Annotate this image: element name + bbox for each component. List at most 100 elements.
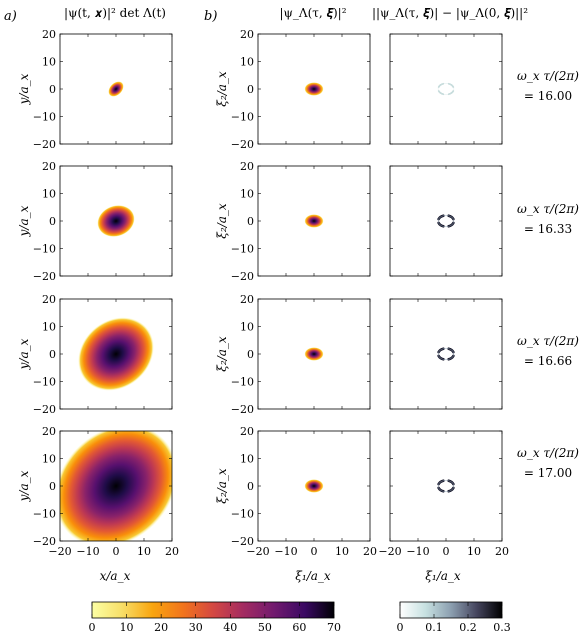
- row-label-line1: ω_x τ/(2π): [517, 202, 579, 216]
- y-tick-label: −10: [231, 508, 254, 521]
- y-tick-label: 10: [240, 453, 254, 466]
- density-blob: [78, 317, 154, 391]
- y-tick-label: −20: [231, 138, 254, 151]
- row-label-1: ω_x τ/(2π) = 16.00: [517, 69, 579, 103]
- difference-ring: [437, 347, 455, 361]
- row-label-2: ω_x τ/(2π) = 16.33: [517, 202, 579, 236]
- y-axis-label: y/a_x: [17, 338, 31, 370]
- density-blob: [304, 479, 324, 493]
- difference-ring: [437, 82, 455, 96]
- y-axis-label: ξ₂/a_x: [215, 468, 229, 504]
- colorbar-tick-label: 30: [189, 621, 203, 634]
- y-tick-label: −20: [231, 270, 254, 283]
- x-tick-label: 10: [137, 545, 151, 558]
- colorbar-tick-label: 70: [327, 621, 341, 634]
- x-tick-label: −10: [76, 545, 99, 558]
- row-label-4: ω_x τ/(2π) = 17.00: [517, 446, 579, 480]
- y-tick-label: −10: [33, 243, 56, 256]
- panel-r2-c3: [389, 165, 503, 277]
- colorbar-tick-label: 0: [89, 621, 96, 634]
- panel-label-a: a): [4, 9, 17, 24]
- y-tick-label: −20: [33, 270, 56, 283]
- y-tick-label: 0: [49, 348, 56, 361]
- colorbar-tick-label: 0.3: [493, 621, 511, 634]
- x-tick-label: −20: [246, 545, 269, 558]
- y-tick-label: 0: [49, 83, 56, 96]
- y-tick-label: 0: [49, 480, 56, 493]
- column-title-2: |ψ_Λ(τ, 𝝃)|²: [279, 6, 346, 20]
- y-axis-label: ξ₂/a_x: [215, 203, 229, 239]
- row-label-line1: ω_x τ/(2π): [517, 334, 579, 348]
- colorbar-inferno: 0 10 20 30 40 50 60 70: [89, 601, 341, 634]
- x-tick-label: 10: [467, 545, 481, 558]
- y-tick-label: 0: [247, 348, 254, 361]
- density-blob: [304, 347, 324, 361]
- panel-r4-c3: −20 −10 0 10 20: [378, 430, 509, 558]
- x-tick-label: −20: [48, 545, 71, 558]
- y-tick-label: −20: [231, 535, 254, 548]
- panel-r2-c2: 20 10 0 −10 −20 ξ₂/a_x: [215, 160, 371, 283]
- panel-r4-c2: 20 10 0 −10 −20 ξ₂/a_x −20 −10 0 10 20: [215, 425, 377, 558]
- panel-r2-c1: 20 10 0 −10 −20 y/a_x: [17, 160, 173, 283]
- y-tick-label: −10: [33, 111, 56, 124]
- x-tick-label: 20: [165, 545, 179, 558]
- density-blob: [60, 431, 172, 541]
- colorbar-tick-label: 50: [258, 621, 272, 634]
- colorbar-tick-label: 10: [120, 621, 134, 634]
- y-tick-label: −10: [33, 376, 56, 389]
- x-axis-label-col2: ξ₁/a_x: [295, 569, 331, 583]
- y-tick-label: −20: [33, 138, 56, 151]
- panel-background: [390, 34, 502, 144]
- y-axis-label: ξ₂/a_x: [215, 336, 229, 372]
- panel-r3-c2: 20 10 0 −10 −20 ξ₂/a_x: [215, 293, 371, 416]
- x-tick-label: −10: [274, 545, 297, 558]
- x-axis-label-col3: ξ₁/a_x: [425, 569, 461, 583]
- density-blob: [304, 82, 324, 96]
- row-label-line1: ω_x τ/(2π): [517, 446, 579, 460]
- panel-r1-c1: 20 10 0 −10 −20 y/a_x: [17, 28, 173, 151]
- y-tick-label: −10: [231, 111, 254, 124]
- y-tick-label: 20: [240, 293, 254, 306]
- density-blob: [108, 81, 124, 97]
- panel-r1-c2: 20 10 0 −10 −20 ξ₂/a_x: [215, 28, 371, 151]
- x-axis-label-col1: x/a_x: [100, 569, 131, 583]
- y-tick-label: 20: [42, 160, 56, 173]
- y-tick-label: 0: [247, 83, 254, 96]
- panel-background: [390, 299, 502, 409]
- y-tick-label: 20: [240, 160, 254, 173]
- column-title-3: ||ψ_Λ(τ, 𝝃)| − |ψ_Λ(0, 𝝃)||²: [372, 6, 528, 20]
- colorbar-bone-bar: [399, 601, 503, 619]
- y-tick-label: 10: [42, 453, 56, 466]
- y-tick-label: 10: [42, 56, 56, 69]
- density-blob: [97, 205, 135, 237]
- panel-background: [390, 431, 502, 541]
- panel-r3-c1: 20 10 0 −10 −20 y/a_x: [17, 293, 173, 416]
- y-tick-label: 10: [240, 188, 254, 201]
- y-tick-label: −20: [33, 535, 56, 548]
- x-tick-label: 0: [113, 545, 120, 558]
- y-tick-label: 0: [49, 215, 56, 228]
- panel-r1-c3: [389, 33, 503, 145]
- y-tick-label: 10: [42, 188, 56, 201]
- row-label-line2: = 16.66: [524, 354, 572, 368]
- row-label-line2: = 16.00: [524, 89, 572, 103]
- panel-background: [390, 166, 502, 276]
- colorbar-tick-label: 60: [292, 621, 306, 634]
- x-tick-label: 10: [335, 545, 349, 558]
- x-tick-label: 20: [495, 545, 509, 558]
- y-tick-label: 20: [240, 425, 254, 438]
- y-tick-label: 10: [42, 321, 56, 334]
- colorbar-bone: 0 0.1 0.2 0.3: [397, 601, 511, 634]
- colorbar-tick-label: 0: [397, 621, 404, 634]
- y-tick-label: −10: [33, 508, 56, 521]
- column-title-1: |ψ(t, 𝒙)|² det Λ(t): [64, 6, 166, 20]
- colorbar-tick-label: 40: [223, 621, 237, 634]
- row-label-line2: = 16.33: [524, 222, 572, 236]
- panel-label-b: b): [204, 9, 217, 24]
- density-blob: [304, 214, 324, 228]
- x-tick-label: 20: [363, 545, 377, 558]
- row-label-line2: = 17.00: [524, 466, 572, 480]
- y-tick-label: 20: [42, 293, 56, 306]
- panel-r3-c3: [389, 298, 503, 410]
